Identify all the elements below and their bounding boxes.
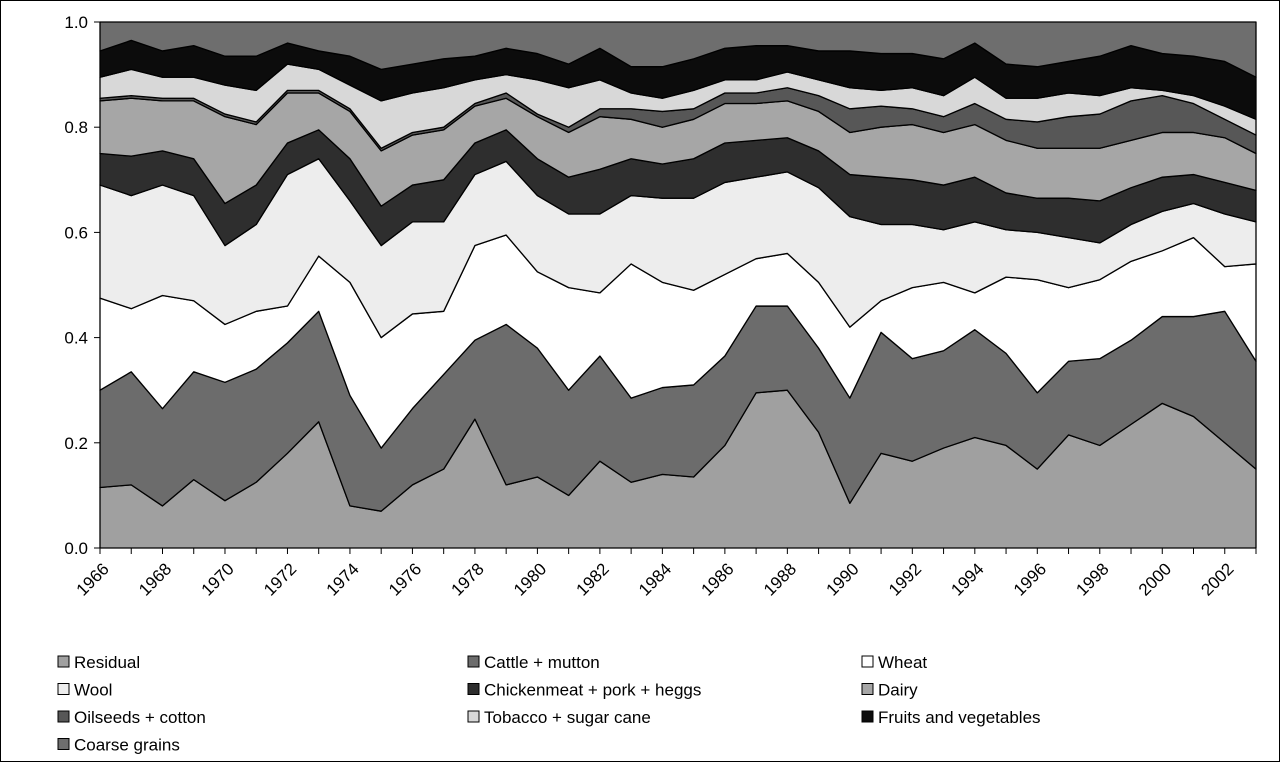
y-tick-label: 0.6 — [64, 223, 88, 242]
y-tick-label: 1.0 — [64, 13, 88, 32]
plot-border — [99, 21, 1257, 549]
legend-label: Coarse grains — [74, 736, 180, 755]
legend-label: Wool — [74, 681, 112, 700]
y-tick-label: 0.4 — [64, 329, 88, 348]
legend-swatch — [57, 683, 70, 695]
legend-swatch — [861, 710, 874, 723]
plot-area — [99, 21, 1257, 549]
legend-label: Chickenmeat + pork + heggs — [484, 681, 701, 700]
legend-swatch — [467, 683, 480, 695]
legend-label: Oilseeds + cotton — [74, 708, 206, 727]
legend-swatch — [57, 710, 70, 723]
legend-swatch — [57, 738, 70, 750]
legend-label: Tobacco + sugar cane — [484, 708, 651, 727]
legend: Residual Cattle + mutton Wheat Wool Chickenm… — [57, 653, 1041, 755]
legend-label: Cattle + mutton — [484, 653, 600, 672]
legend-label: Wheat — [878, 653, 927, 672]
legend-swatch — [467, 710, 480, 723]
legend-label: Dairy — [878, 681, 918, 700]
y-tick-label: 0.0 — [64, 539, 88, 558]
y-tick-label: 0.8 — [64, 118, 88, 137]
legend-label: Residual — [74, 653, 140, 672]
y-tick-label: 0.2 — [64, 434, 88, 453]
legend-swatch — [861, 683, 874, 695]
legend-label: Fruits and vegetables — [878, 708, 1041, 727]
legend-swatch — [861, 655, 874, 668]
legend-swatch — [467, 655, 480, 668]
legend-swatch — [57, 655, 70, 668]
